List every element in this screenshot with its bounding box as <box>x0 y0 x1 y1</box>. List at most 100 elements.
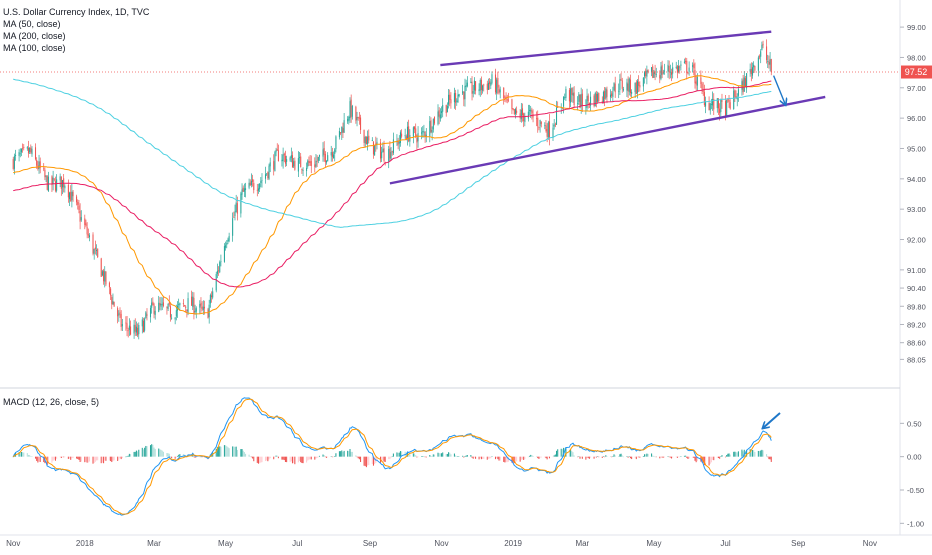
candle-body <box>453 93 455 103</box>
macd-bar <box>489 456 491 459</box>
macd-bar <box>595 456 597 458</box>
price-tick-label: 90.40 <box>907 284 926 293</box>
candle-body <box>520 109 522 120</box>
macd-bar <box>639 456 641 458</box>
macd-bar <box>76 456 78 459</box>
macd-bar <box>695 456 697 463</box>
candle-body <box>768 61 770 65</box>
candle-body <box>59 176 61 181</box>
macd-bar <box>290 456 292 462</box>
macd-bar <box>768 456 770 460</box>
macd-bar <box>119 456 121 459</box>
macd-bar <box>243 452 245 457</box>
candle-body <box>759 56 761 58</box>
candle-body <box>87 234 89 236</box>
candle-body <box>628 78 630 92</box>
candle-body <box>429 121 431 137</box>
candle-body <box>119 312 121 314</box>
candle-body <box>219 262 221 273</box>
candle-body <box>680 64 682 66</box>
macd-bar <box>439 453 441 457</box>
macd-bar <box>580 456 582 458</box>
candle-body <box>618 90 620 92</box>
macd-bar <box>45 456 47 463</box>
candle-body <box>405 136 407 140</box>
candle-body <box>438 110 440 117</box>
candle-body <box>398 141 400 144</box>
candle-body <box>635 82 637 94</box>
candle-body <box>422 130 424 133</box>
signal-line <box>12 398 772 515</box>
macd-bar <box>547 456 549 458</box>
macd-bar <box>355 455 357 457</box>
time-tick-label: May <box>646 539 661 548</box>
macd-bar <box>232 446 234 457</box>
candle-body <box>356 117 358 121</box>
candle-body <box>703 92 705 105</box>
macd-bar <box>505 456 507 463</box>
macd-bar <box>668 456 670 458</box>
candle-body <box>100 258 102 277</box>
macd-bar <box>667 456 669 457</box>
macd-bar <box>256 456 258 463</box>
macd-bar <box>669 456 671 458</box>
candle-body <box>636 80 639 94</box>
candle-body <box>134 324 136 332</box>
macd-bar <box>299 456 301 462</box>
macd-bar <box>659 456 661 459</box>
candle-body <box>241 189 243 195</box>
candle-body <box>573 92 575 106</box>
candle-body <box>182 303 184 305</box>
candle-body <box>687 72 689 74</box>
macd-bar <box>612 456 614 457</box>
candle-body <box>720 99 722 112</box>
macd-bar <box>433 454 436 457</box>
candle-body <box>744 78 746 88</box>
macd-bar <box>161 450 163 457</box>
candle-body <box>299 157 301 158</box>
candle-body <box>478 89 480 92</box>
candle-body <box>634 82 636 93</box>
macd-bar <box>672 456 674 458</box>
macd-bar <box>264 456 267 461</box>
candle-body <box>505 96 507 99</box>
macd-bar <box>531 455 533 457</box>
macd-bar <box>18 452 20 457</box>
candle-body <box>638 81 640 86</box>
macd-bar <box>486 456 488 460</box>
candle-body <box>276 149 278 151</box>
candle-body <box>92 234 94 254</box>
candle-body <box>769 59 771 65</box>
macd-bar <box>257 456 259 464</box>
macd-bar <box>661 456 663 458</box>
candle-body <box>310 161 312 167</box>
macd-bar <box>565 447 567 457</box>
macd-bar <box>716 456 718 458</box>
macd-bar <box>169 456 171 458</box>
candle-body <box>621 80 623 89</box>
candle-body <box>350 99 352 118</box>
macd-bar <box>110 456 112 462</box>
candle-body <box>597 93 599 102</box>
candle-body <box>220 261 222 263</box>
macd-bar <box>234 446 236 457</box>
macd-bar <box>121 456 123 459</box>
macd-bar <box>297 456 299 463</box>
macd-bar <box>688 456 690 459</box>
macd-bar <box>248 454 250 457</box>
candle-body <box>127 330 129 332</box>
ma200-legend: MA (200, close) <box>3 31 66 41</box>
candle-body <box>503 87 505 99</box>
candle-body <box>708 102 710 111</box>
macd-bar <box>146 446 148 457</box>
macd-bar <box>614 455 616 457</box>
candle-body <box>726 100 728 116</box>
candle-body <box>425 134 427 137</box>
macd-bar <box>753 450 755 457</box>
macd-bar <box>162 451 164 457</box>
macd-bar <box>631 456 633 460</box>
candle-body <box>448 94 450 105</box>
candle-body <box>36 159 38 166</box>
candle-body <box>259 183 261 190</box>
